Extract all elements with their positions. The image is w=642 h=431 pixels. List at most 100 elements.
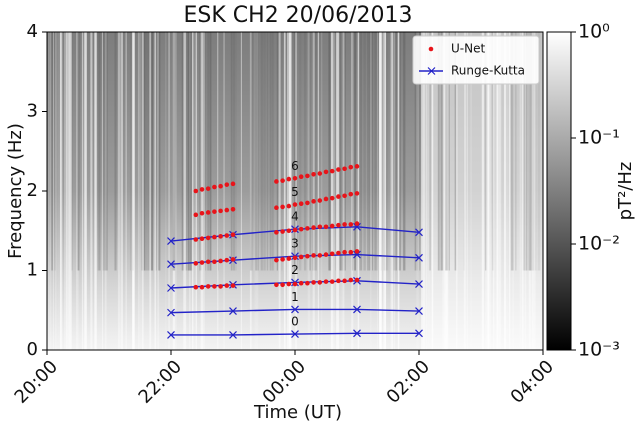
unet-point	[305, 173, 310, 179]
y-tick-label: 3	[27, 101, 38, 122]
x-tick-label: 00:00	[259, 356, 311, 408]
unet-point	[224, 182, 230, 187]
y-tick-label: 2	[27, 180, 38, 201]
unet-point	[205, 259, 211, 265]
runge-kutta-marker	[167, 284, 175, 292]
unet-point	[336, 194, 341, 199]
unet-point	[298, 226, 304, 232]
x-tick-label: 22:00	[135, 356, 187, 408]
unet-point	[329, 279, 335, 284]
unet-point	[336, 222, 341, 228]
runge-kutta-marker	[291, 305, 299, 314]
legend-box	[412, 35, 540, 85]
unet-point	[317, 171, 323, 176]
mode-label: 3	[291, 237, 299, 251]
legend-label: Runge-Kutta	[451, 64, 525, 78]
unet-point	[212, 209, 217, 214]
unet-point	[298, 254, 304, 260]
unet-point	[311, 199, 316, 204]
unet-point	[311, 172, 316, 177]
unet-point	[329, 251, 335, 257]
unet-point	[199, 260, 205, 265]
unet-point	[274, 230, 279, 235]
runge-kutta-marker	[415, 253, 423, 262]
runge-kutta-marker	[353, 305, 361, 314]
colorbar-tick-label: 10⁰	[578, 21, 610, 43]
unet-point	[292, 175, 298, 181]
unet-point	[342, 193, 347, 199]
unet-point	[354, 221, 360, 226]
unet-point	[323, 169, 329, 175]
unet-point	[292, 202, 298, 207]
unet-point	[230, 206, 236, 212]
unet-point	[298, 201, 304, 207]
unet-point	[218, 183, 223, 189]
spectrogram-image	[47, 32, 543, 350]
runge-kutta-marker	[229, 330, 237, 339]
y-axis-label: Frequency (Hz)	[5, 123, 26, 259]
runge-kutta-marker	[415, 280, 423, 288]
unet-point	[348, 191, 354, 197]
colorbar-tick-label: 10⁻¹	[578, 127, 620, 149]
x-tick-label: 04:00	[507, 356, 559, 408]
colorbar-tick-label: 10⁻²	[578, 233, 620, 255]
unet-point	[193, 261, 199, 266]
unet-point	[286, 228, 292, 234]
unet-point	[298, 280, 304, 286]
runge-kutta-marker	[353, 250, 361, 259]
unet-point	[224, 233, 230, 238]
unet-point	[317, 198, 323, 203]
unet-point	[218, 208, 223, 214]
unet-point	[230, 181, 236, 187]
legend-label: U-Net	[451, 42, 485, 56]
x-tick-label: 02:00	[383, 356, 435, 408]
unet-point	[336, 278, 341, 284]
unet-point	[286, 176, 292, 182]
unet-point	[323, 279, 329, 284]
runge-kutta-marker	[353, 222, 361, 231]
legend-marker	[427, 67, 436, 75]
unet-point	[199, 236, 205, 241]
unet-point	[354, 249, 360, 254]
unet-point	[336, 167, 341, 172]
runge-kutta-marker	[167, 237, 175, 246]
unet-point	[354, 191, 360, 196]
unet-point	[212, 284, 217, 289]
unet-point	[205, 210, 211, 215]
unet-point	[212, 234, 217, 240]
unet-point	[280, 178, 285, 183]
unet-point	[193, 188, 199, 194]
unet-point	[305, 226, 310, 231]
unet-point	[348, 249, 354, 255]
unet-point	[348, 222, 354, 227]
runge-kutta-marker	[167, 330, 175, 339]
runge-kutta-marker	[415, 228, 423, 237]
mode-label: 1	[291, 290, 299, 304]
unet-point	[329, 195, 335, 201]
unet-point	[280, 204, 285, 210]
runge-kutta-marker	[415, 329, 423, 338]
y-tick-label: 1	[27, 260, 38, 281]
unet-point	[199, 210, 205, 216]
unet-point	[224, 283, 230, 288]
x-axis-label: Time (UT)	[253, 402, 342, 423]
unet-point	[224, 257, 230, 263]
unet-point	[218, 284, 223, 289]
unet-point	[274, 257, 279, 263]
unet-point	[274, 179, 279, 184]
unet-point	[348, 277, 354, 283]
unet-point	[199, 284, 205, 290]
unet-point	[354, 277, 360, 283]
unet-point	[292, 255, 298, 261]
unet-point	[348, 164, 354, 170]
unet-point	[342, 278, 347, 284]
unet-point	[342, 249, 347, 255]
unet-point	[193, 212, 199, 218]
unet-point	[311, 253, 316, 258]
mode-label: 5	[291, 185, 299, 199]
mode-label: 0	[291, 315, 299, 329]
unet-point	[292, 227, 298, 233]
unet-point	[336, 250, 341, 256]
